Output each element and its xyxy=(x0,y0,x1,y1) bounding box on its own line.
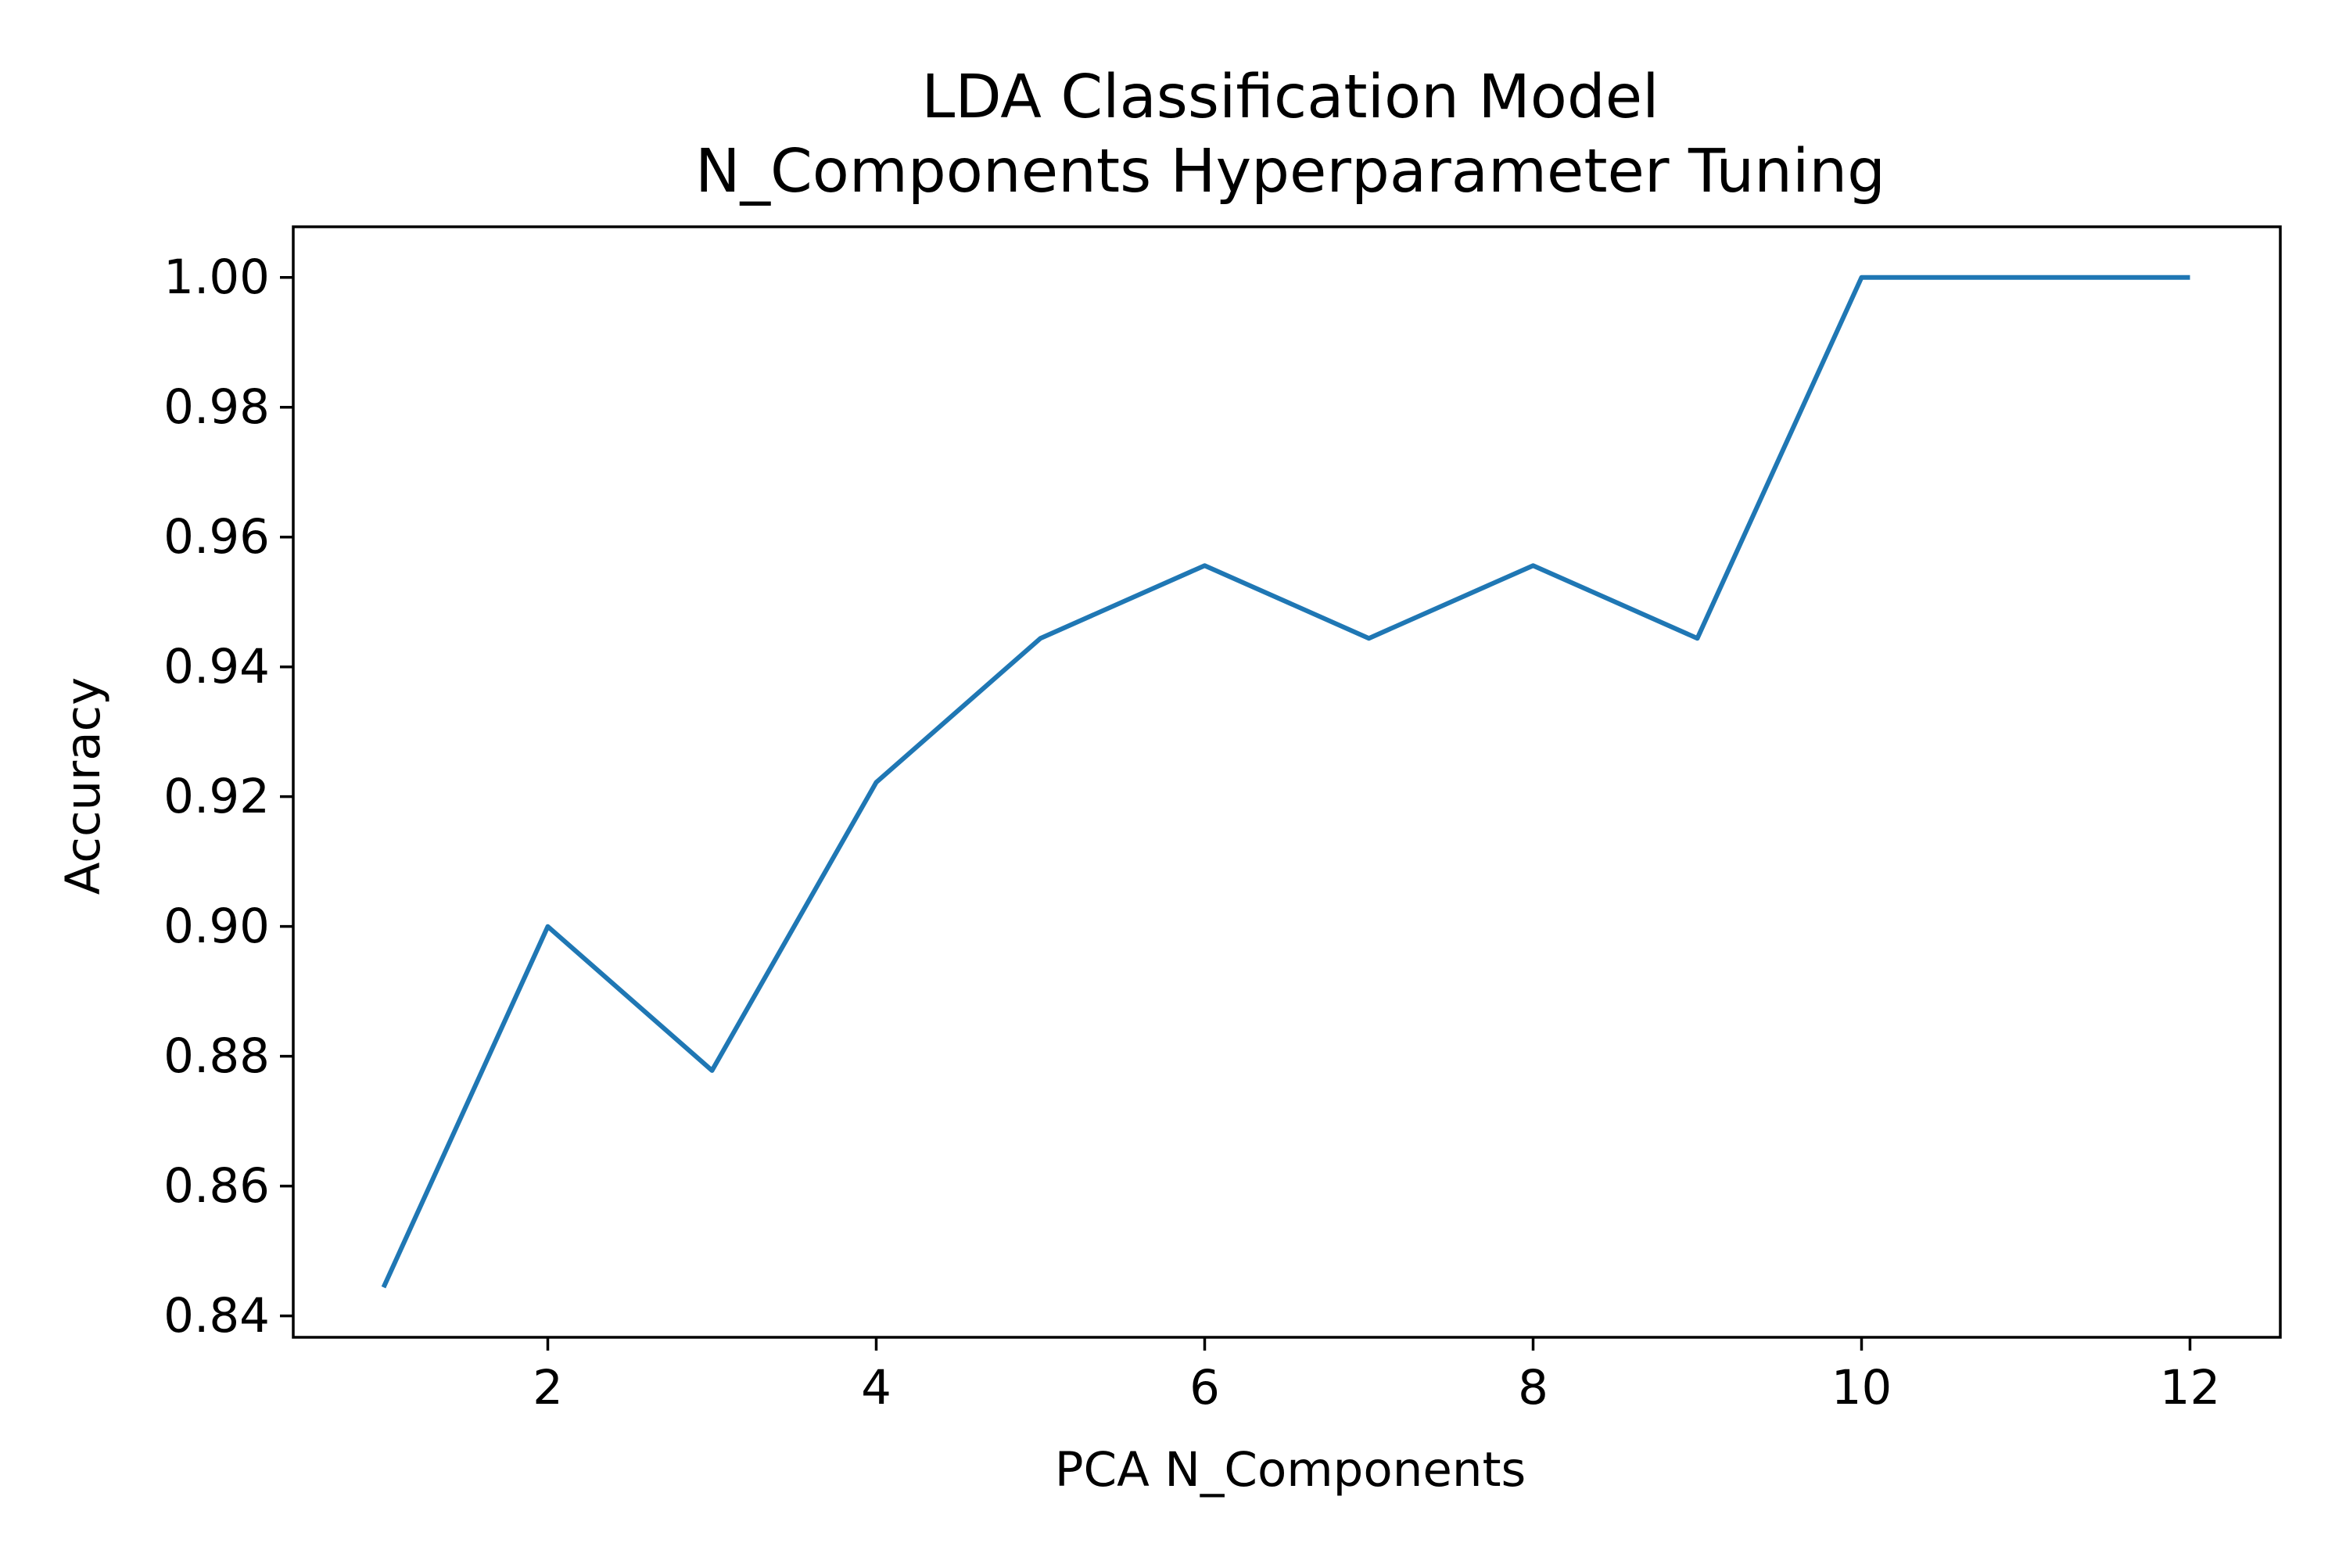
y-tick-label: 0.96 xyxy=(163,509,270,565)
data-point-7 xyxy=(1367,636,1372,640)
y-tick-label: 0.92 xyxy=(163,769,270,824)
data-point-3 xyxy=(710,1068,715,1073)
x-axis-label: PCA N_Components xyxy=(1055,1442,1526,1498)
y-tick-label: 1.00 xyxy=(163,249,270,305)
y-tick-label: 0.88 xyxy=(163,1028,270,1084)
x-tick-label: 2 xyxy=(533,1360,563,1416)
y-tick-label: 0.86 xyxy=(163,1158,270,1214)
x-tick-label: 12 xyxy=(2160,1360,2221,1416)
chart-title-line-1: LDA Classification Model xyxy=(921,63,1659,132)
y-axis: 0.84 0.86 0.88 0.90 0.92 0.94 0.96 0.98 1.00 xyxy=(163,249,293,1344)
data-point-1 xyxy=(382,1285,386,1290)
x-tick-label: 8 xyxy=(1518,1360,1548,1416)
data-point-5 xyxy=(1038,636,1043,640)
y-tick-label: 0.90 xyxy=(163,899,270,954)
data-point-4 xyxy=(874,780,879,784)
y-axis-label: Accuracy xyxy=(56,677,111,895)
x-tick-label: 4 xyxy=(861,1360,891,1416)
plot-frame xyxy=(292,225,2282,1339)
data-point-11 xyxy=(2024,275,2029,280)
x-axis: 2 4 6 8 10 12 xyxy=(533,1337,2220,1416)
series-line-0 xyxy=(381,274,2190,1289)
data-point-2 xyxy=(546,924,551,929)
y-tick-label: 0.84 xyxy=(163,1288,270,1344)
y-tick-label: 0.94 xyxy=(163,639,270,694)
plot-area xyxy=(292,225,2282,1339)
chart-title-line-2: N_Components Hyperparameter Tuning xyxy=(695,137,1885,206)
y-tick-label: 0.98 xyxy=(163,379,270,435)
data-point-10 xyxy=(1860,275,1864,280)
x-tick-label: 6 xyxy=(1189,1360,1220,1416)
x-tick-label: 10 xyxy=(1831,1360,1892,1416)
data-point-6 xyxy=(1203,563,1207,568)
data-point-9 xyxy=(1695,636,1700,640)
data-point-8 xyxy=(1531,563,1536,568)
data-point-12 xyxy=(2188,275,2193,280)
